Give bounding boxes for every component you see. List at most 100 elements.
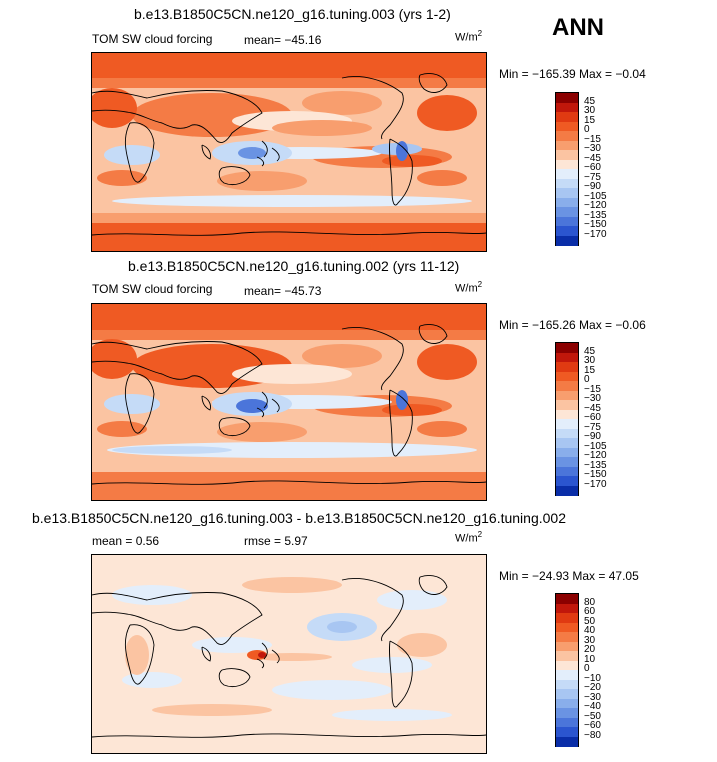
- panel-3-range: Min = −24.93 Max = 47.05: [499, 569, 639, 583]
- panel-3-title: b.e13.B1850C5CN.ne120_g16.tuning.003 - b…: [32, 510, 566, 526]
- panel-3-colorbar-tick-label: 30: [584, 634, 596, 646]
- panel-2-colorbar-tick-label: −170: [584, 478, 607, 490]
- panel-1-colorbar-tick-label: −135: [584, 209, 607, 221]
- panel-1-range: Min = −165.39 Max = −0.04: [499, 67, 646, 81]
- panel-2-colorbar-tick-label: −60: [584, 412, 601, 423]
- panel-3-colorbar-cell: [556, 689, 578, 699]
- panel-3-rmse: rmse = 5.97: [244, 534, 308, 548]
- panel-3-colorbar-tick-label: −40: [584, 701, 601, 712]
- panel-2-colorbar-cell: [556, 428, 578, 439]
- panel-1-colorbar-tick-label: 30: [584, 105, 596, 116]
- panel-1-colorbar-cell: [556, 178, 578, 189]
- panel-3-colorbar-tick-label: −50: [584, 710, 601, 722]
- panel-1-colorbar-tick-label: −60: [584, 162, 601, 173]
- panel-3-colorbar-cell: [556, 594, 578, 604]
- panel-3-mean: mean = 0.56: [92, 534, 160, 548]
- panel-2-title: b.e13.B1850C5CN.ne120_g16.tuning.002 (yr…: [128, 258, 460, 274]
- panel-1-colorbar-cell: [556, 102, 578, 113]
- panel-2-colorbar: [555, 342, 579, 496]
- panel-1-colorbar-cell: [556, 121, 578, 132]
- panel-3-colorbar-tick-label: −10: [584, 672, 601, 684]
- panel-2-colorbar-cell: [556, 343, 578, 353]
- panel-1-colorbar-cell: [556, 112, 578, 122]
- panel-3-colorbar-tick-label: 10: [584, 653, 596, 665]
- panel-2-colorbar-cell: [556, 447, 578, 458]
- panel-1-title: b.e13.B1850C5CN.ne120_g16.tuning.003 (yr…: [134, 6, 451, 22]
- panel-2-colorbar-cell: [556, 390, 578, 401]
- panel-3-colorbar-tick-label: 50: [584, 615, 596, 627]
- panel-3-colorbar-cell: [556, 727, 578, 737]
- panel-3-colorbar-tick-label: 80: [584, 596, 596, 608]
- panel-2-colorbar-tick-label: −75: [584, 421, 601, 433]
- panel-3-colorbar-cell: [556, 698, 578, 709]
- panel-1-colorbar-tick-label: 15: [584, 114, 596, 126]
- panel-1-colorbar-cell: [556, 140, 578, 151]
- panel-2-colorbar-tick-label: 30: [584, 355, 596, 366]
- panel-3-units: W/m2: [455, 530, 483, 545]
- panel-1-colorbar-tick-label: −45: [584, 152, 601, 164]
- panel-2-colorbar-tick-label: −120: [584, 450, 607, 461]
- season-label: ANN: [552, 14, 604, 41]
- panel-1-colorbar-cell: [556, 197, 578, 208]
- panel-2-colorbar-cell: [556, 371, 578, 382]
- panel-2-units: W/m2: [455, 280, 483, 295]
- panel-2-colorbar-tick-label: −105: [584, 440, 607, 452]
- panel-2-colorbar-tick-label: −15: [584, 383, 601, 395]
- panel-1-colorbar-tick-label: −150: [584, 219, 607, 230]
- panel-3-colorbar-tick-label: −80: [584, 729, 601, 741]
- panel-3-colorbar-tick-label: −60: [584, 720, 601, 731]
- panel-2-colorbar-cell: [556, 409, 578, 420]
- panel-2-colorbar-tick-label: 15: [584, 364, 596, 376]
- panel-3-colorbar-cell: [556, 613, 578, 623]
- panel-1-field-label: TOM SW cloud forcing: [92, 32, 213, 46]
- panel-3-colorbar-tick-label: 40: [584, 625, 596, 636]
- panel-3-colorbar-ticks: 80 60 50 40 30 20 10 0 −10 −20 −30 −40 −50 −60 −80: [584, 593, 634, 745]
- panel-2-colorbar-cell: [556, 352, 578, 363]
- panel-1-colorbar-tick-label: −15: [584, 133, 601, 145]
- panel-3-colorbar-cell: [556, 708, 578, 718]
- panel-1-colorbar-tick-label: 0: [584, 124, 590, 135]
- panel-1-colorbar-tick-label: 45: [584, 95, 596, 107]
- panel-3-colorbar-cell: [556, 660, 578, 671]
- panel-3-map-field: [92, 555, 486, 753]
- panel-1-map-field: [92, 53, 486, 251]
- panel-2-mean: mean= −45.73: [244, 284, 322, 298]
- panel-2-colorbar-cell: [556, 419, 578, 429]
- panel-1-colorbar-tick-label: −120: [584, 200, 607, 211]
- panel-1-colorbar-cell: [556, 93, 578, 103]
- panel-1-colorbar-cell: [556, 188, 578, 198]
- panel-1-colorbar-tick-label: −30: [584, 143, 601, 154]
- panel-2-map: [91, 303, 487, 501]
- panel-2-colorbar-tick-label: −30: [584, 393, 601, 404]
- panel-2-colorbar-cell: [556, 457, 578, 467]
- panel-3-colorbar-cell: [556, 632, 578, 642]
- panel-2-colorbar-tick-label: −45: [584, 402, 601, 414]
- panel-3-colorbar-cell: [556, 622, 578, 633]
- panel-1-colorbar-cell: [556, 150, 578, 160]
- panel-2-colorbar-tick-label: −150: [584, 469, 607, 480]
- panel-3-colorbar-tick-label: −30: [584, 691, 601, 703]
- panel-2-colorbar-cell: [556, 381, 578, 391]
- panel-2-colorbar-tick-label: 0: [584, 374, 590, 385]
- panel-3-colorbar-tick-label: 20: [584, 644, 596, 655]
- panel-3-colorbar-cell: [556, 670, 578, 680]
- panel-1-colorbar-cell: [556, 131, 578, 141]
- panel-2-field-label: TOM SW cloud forcing: [92, 282, 213, 296]
- panel-3-colorbar-tick-label: 0: [584, 663, 590, 674]
- panel-1-colorbar-ticks: 45 30 15 0 −15 −30 −45 −60 −75 −90 −105 −120 −135 −15…: [584, 92, 634, 244]
- panel-1-colorbar-tick-label: −105: [584, 190, 607, 202]
- panel-2-colorbar-cell: [556, 476, 578, 486]
- panel-2-colorbar-cell: [556, 400, 578, 410]
- panel-1-colorbar-tick-label: −170: [584, 228, 607, 240]
- panel-2-colorbar-tick-label: −135: [584, 459, 607, 471]
- panel-3-map: [91, 554, 487, 754]
- panel-1-colorbar-tick-label: −90: [584, 181, 601, 192]
- panel-3-colorbar-cell: [556, 603, 578, 614]
- panel-2-colorbar-tick-label: 45: [584, 345, 596, 357]
- panel-1-colorbar-cell: [556, 207, 578, 217]
- panel-3-colorbar-cell: [556, 679, 578, 690]
- panel-2-colorbar-cell: [556, 466, 578, 477]
- panel-3-colorbar-cell: [556, 717, 578, 728]
- panel-2-colorbar-tick-label: −90: [584, 431, 601, 442]
- panel-2-range: Min = −165.26 Max = −0.06: [499, 318, 646, 332]
